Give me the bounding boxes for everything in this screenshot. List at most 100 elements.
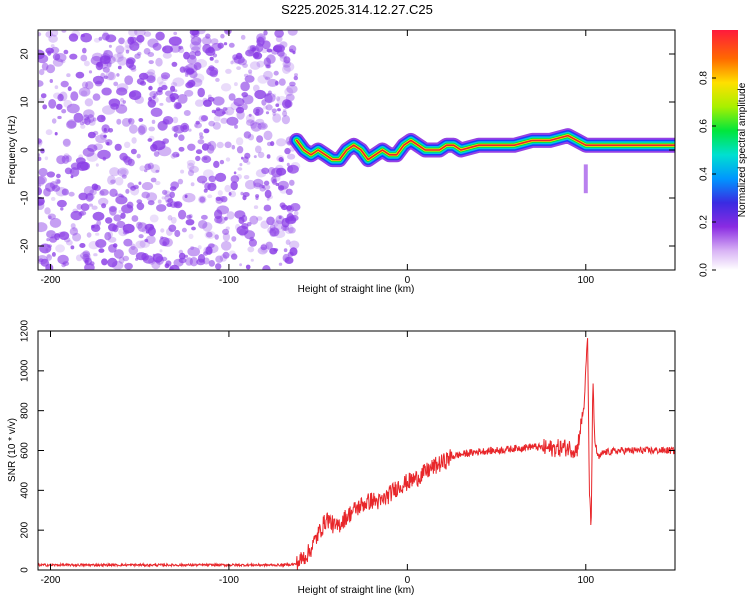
noise-blob (70, 91, 79, 101)
noise-blob (240, 191, 244, 196)
noise-blob (211, 109, 216, 114)
noise-blob (247, 134, 254, 141)
noise-blob (113, 214, 122, 222)
noise-blob (70, 210, 83, 221)
noise-blob (162, 46, 167, 51)
noise-blob (215, 172, 227, 182)
noise-blob (255, 118, 265, 126)
noise-blob (196, 175, 208, 184)
noise-blob (197, 139, 205, 145)
noise-blob (60, 207, 64, 211)
noise-blob (225, 226, 230, 230)
noise-blob (50, 196, 56, 201)
noise-blob (213, 160, 220, 168)
noise-blob (51, 118, 57, 124)
noise-blob (267, 227, 273, 234)
noise-blob (72, 227, 78, 232)
noise-blob (233, 171, 237, 175)
noise-blob (208, 175, 217, 182)
noise-blob (212, 96, 225, 106)
noise-blob (270, 176, 277, 184)
noise-blob (117, 167, 129, 177)
noise-blob (149, 214, 159, 223)
noise-blob (123, 238, 133, 247)
noise-blob (289, 179, 295, 186)
noise-blob (93, 143, 103, 151)
noise-blob (129, 41, 140, 52)
noise-blob (148, 60, 154, 65)
noise-blob (190, 182, 195, 187)
noise-blob (262, 105, 268, 110)
noise-blob (264, 189, 272, 199)
noise-blob (195, 124, 198, 128)
noise-blob (69, 167, 80, 177)
noise-blob (282, 225, 290, 231)
noise-blob (121, 118, 131, 127)
noise-blob (265, 63, 272, 69)
noise-blob (199, 132, 203, 137)
noise-blob (274, 230, 286, 239)
noise-blob (245, 114, 255, 124)
noise-blob (230, 181, 238, 191)
noise-blob (236, 146, 244, 154)
noise-blob (49, 236, 57, 243)
noise-blob (162, 52, 172, 59)
noise-blob (54, 132, 58, 136)
noise-blob (62, 138, 71, 146)
noise-blob (220, 196, 228, 203)
noise-blob (170, 153, 176, 159)
noise-blob (287, 30, 298, 36)
noise-blob (281, 217, 290, 228)
noise-blob (228, 250, 236, 257)
noise-blob (256, 39, 261, 44)
noise-blob (50, 44, 55, 48)
noise-blob (124, 156, 133, 166)
noise-blob (41, 62, 49, 71)
noise-blob (249, 120, 257, 129)
noise-blob (171, 61, 178, 67)
noise-blob (264, 92, 276, 103)
noise-blob (117, 56, 128, 66)
noise-blob (155, 57, 163, 67)
noise-blob (188, 128, 192, 132)
noise-blob (93, 253, 98, 257)
noise-blob (147, 69, 156, 76)
noise-blob (76, 161, 89, 172)
colorbar: 0.0 0.2 0.4 0.6 0.8 Normalized spectral ampl… (699, 30, 748, 277)
noise-blob (39, 243, 52, 254)
noise-blob (257, 151, 265, 159)
noise-blob (180, 122, 190, 133)
noise-blob (274, 80, 279, 86)
noise-blob (80, 54, 88, 62)
noise-blob (169, 264, 180, 270)
noise-blob (88, 70, 93, 74)
noise-blob (173, 133, 178, 138)
snr-series-line (38, 338, 675, 570)
noise-blob (236, 66, 242, 70)
x-tick-label: -100 (219, 575, 239, 586)
noise-blob (78, 211, 84, 217)
noise-blob (278, 185, 285, 191)
noise-blob (60, 59, 66, 64)
noise-blob (286, 205, 292, 212)
noise-blob (187, 169, 195, 177)
noise-blob (286, 213, 294, 222)
noise-blob (120, 212, 126, 219)
noise-blob (63, 49, 69, 55)
noise-blob (256, 60, 265, 68)
noise-blob (54, 53, 67, 62)
noise-blob (153, 93, 157, 97)
noise-blob (137, 125, 146, 136)
noise-blob (125, 49, 130, 54)
noise-blob (50, 30, 59, 37)
noise-blob (116, 118, 122, 125)
noise-blob (245, 264, 251, 270)
noise-blob (93, 37, 101, 43)
noise-blob (204, 230, 216, 239)
noise-blob (57, 93, 64, 102)
noise-blob (44, 207, 51, 215)
noise-blob (44, 156, 49, 161)
colorbar-ticks: 0.0 0.2 0.4 0.6 0.8 (699, 71, 716, 277)
noise-blob (246, 119, 255, 126)
noise-blob (153, 151, 160, 157)
